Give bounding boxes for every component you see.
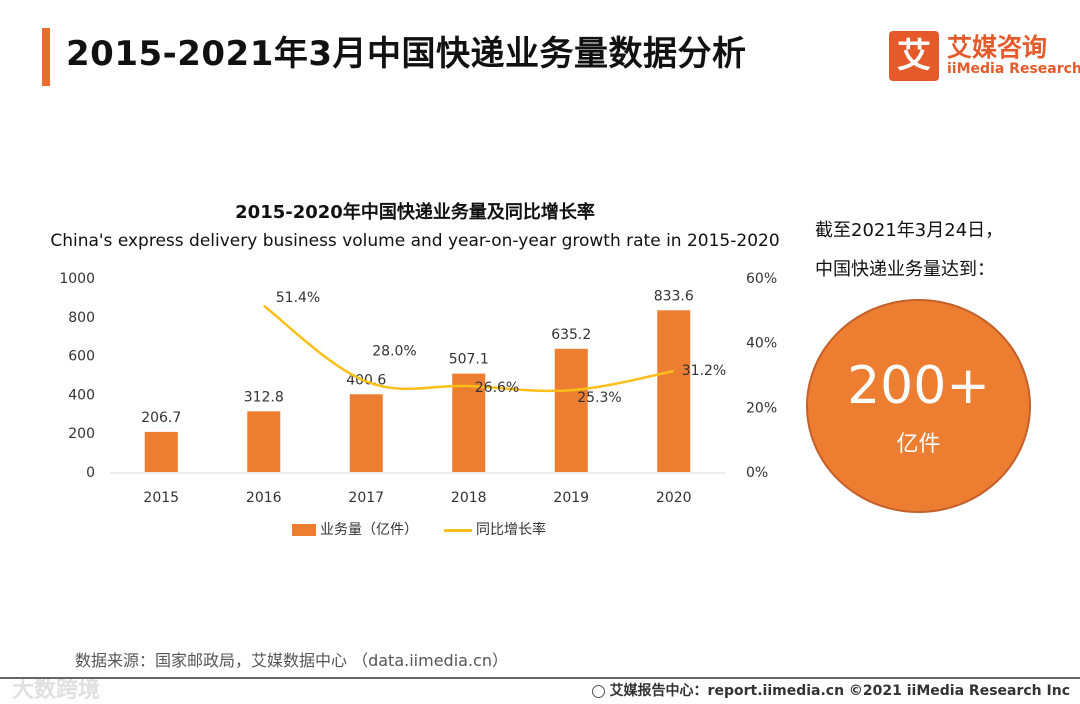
x-tick-label: 2015 (143, 490, 179, 506)
highlight-circle: 200+ 亿件 (806, 299, 1031, 513)
y-left-tick-label: 600 (68, 349, 95, 365)
growth-value-label: 31.2% (682, 363, 726, 379)
chart-subtitle: China's express delivery business volume… (50, 231, 780, 251)
growth-value-label: 28.0% (372, 343, 416, 359)
data-source: 数据来源：国家邮政局，艾媒数据中心 （data.iimedia.cn） (75, 651, 508, 670)
legend-item-growth: 同比增长率 (444, 519, 546, 539)
bar-2015 (144, 431, 178, 472)
logo-cn-text: 艾媒咨询 (947, 33, 1048, 62)
side-text-date: 截至2021年3月24日， (815, 220, 1004, 241)
bar-value-label: 507.1 (449, 352, 489, 368)
y-left-tick-label: 400 (68, 387, 95, 403)
footer-divider (0, 677, 1080, 679)
highlight-unit: 亿件 (896, 432, 941, 457)
highlight-value: 200+ (847, 356, 990, 416)
bar-value-label: 833.6 (654, 288, 694, 304)
chart-title: 2015-2020年中国快递业务量及同比增长率 (235, 202, 595, 223)
title-accent-bar (42, 28, 50, 86)
x-tick-label: 2020 (656, 490, 692, 506)
x-tick-label: 2018 (451, 490, 487, 506)
page-title: 2015-2021年3月中国快递业务量数据分析 (66, 34, 747, 74)
y-left-tick-label: 0 (86, 465, 95, 481)
globe-icon (591, 684, 605, 698)
y-right-tick-label: 0% (746, 465, 768, 481)
footer-report-text: 艾媒报告中心：report.iimedia.cn ©2021 iiMedia R… (609, 683, 1070, 699)
legend-label-growth: 同比增长率 (476, 522, 546, 538)
bar-value-label: 206.7 (141, 410, 181, 426)
logo-mark: 艾 (889, 31, 939, 81)
y-right-tick-label: 60% (746, 271, 777, 287)
legend-swatch-bar (292, 524, 316, 536)
bar-2018 (452, 373, 486, 472)
bar-2017 (349, 394, 383, 472)
legend-swatch-line (444, 528, 472, 532)
bar-2020 (657, 310, 691, 472)
x-tick-label: 2016 (246, 490, 282, 506)
side-text-reach: 中国快递业务量达到： (815, 259, 995, 280)
bar-value-label: 312.8 (244, 389, 284, 405)
y-left-tick-label: 800 (68, 310, 95, 326)
bar-2019 (554, 348, 588, 472)
x-tick-label: 2017 (348, 490, 384, 506)
x-tick-label: 2019 (553, 490, 589, 506)
growth-value-label: 25.3% (577, 390, 621, 406)
growth-value-label: 51.4% (276, 290, 320, 306)
y-right-tick-label: 20% (746, 400, 777, 416)
logo-en-text: iiMedia Research (947, 61, 1080, 77)
watermark: 大数跨境 (12, 678, 101, 703)
growth-rate-line (263, 304, 674, 393)
y-left-tick-label: 200 (68, 426, 95, 442)
bar-2016 (247, 411, 281, 472)
legend-item-volume: 业务量（亿件） (292, 519, 418, 539)
growth-value-label: 26.6% (475, 380, 519, 396)
iimedia-logo: 艾 艾媒咨询 iiMedia Research (889, 28, 1080, 84)
bar-value-label: 635.2 (551, 327, 591, 343)
legend-label-volume: 业务量（亿件） (320, 522, 418, 538)
y-right-tick-label: 40% (746, 336, 777, 352)
y-left-tick-label: 1000 (59, 271, 95, 287)
footer-report: 艾媒报告中心：report.iimedia.cn ©2021 iiMedia R… (591, 680, 1070, 700)
